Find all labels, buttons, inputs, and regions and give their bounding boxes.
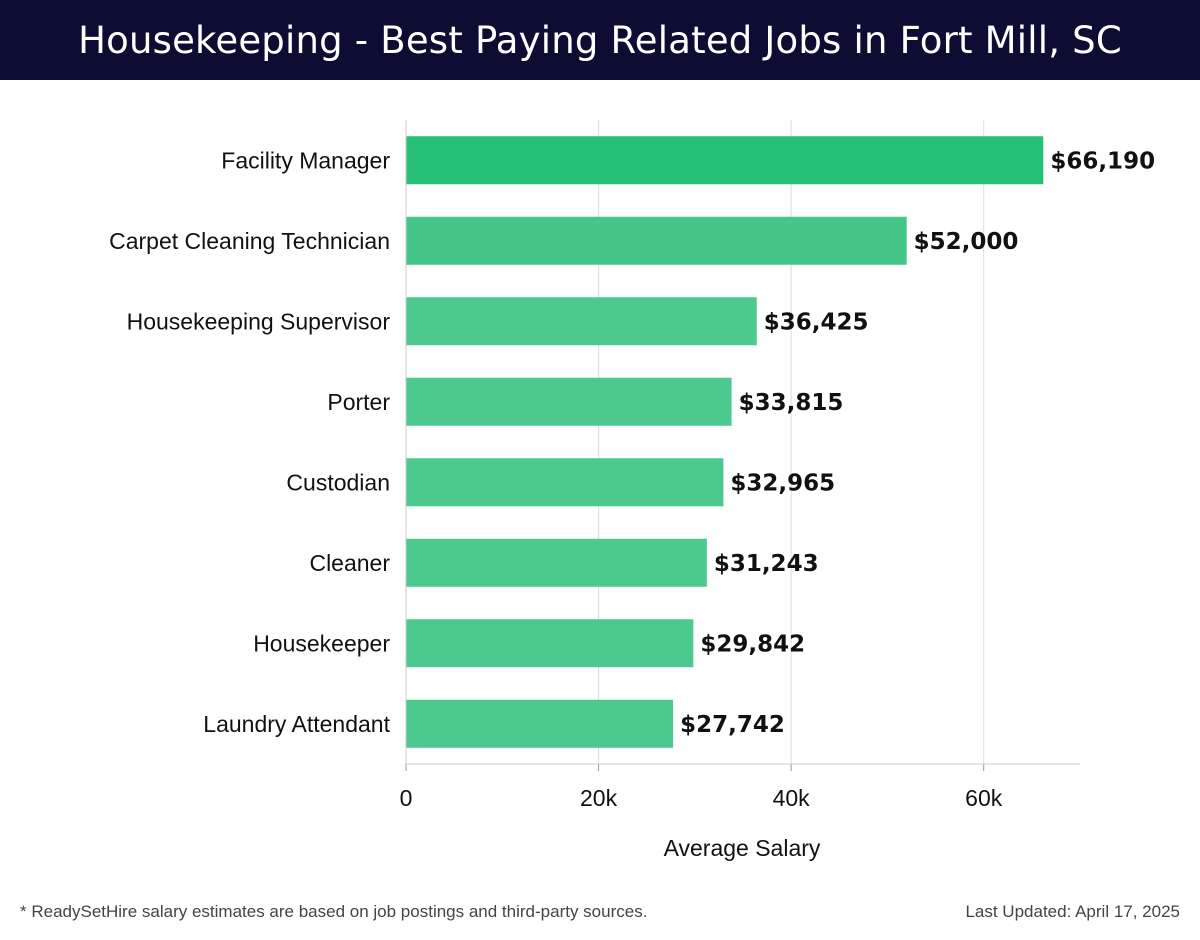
bar <box>406 136 1044 185</box>
x-axis-label: Average Salary <box>664 835 821 861</box>
bars <box>406 136 1044 748</box>
value-label: $27,742 <box>680 712 785 738</box>
x-tick-label: 40k <box>773 785 811 811</box>
page-title: Housekeeping - Best Paying Related Jobs … <box>78 18 1122 62</box>
value-label: $36,425 <box>764 309 869 335</box>
value-labels: $66,190 $52,000 $36,425 $33,815 $32,965 $31,2… <box>680 148 1155 738</box>
bar <box>406 619 694 668</box>
bar <box>406 377 732 426</box>
x-tick-label: 0 <box>400 785 413 811</box>
last-updated: Last Updated: April 17, 2025 <box>965 902 1180 921</box>
x-axis: 0 20k 40k 60k <box>400 120 1080 811</box>
value-label: $52,000 <box>914 229 1019 255</box>
bar-chart: Facility Manager Carpet Cleaning Technici… <box>109 120 1155 861</box>
category-label: Laundry Attendant <box>203 711 390 737</box>
category-label: Carpet Cleaning Technician <box>109 228 390 254</box>
category-label: Housekeeping Supervisor <box>127 308 391 334</box>
footnote: * ReadySetHire salary estimates are base… <box>20 902 648 921</box>
value-label: $32,965 <box>730 470 835 496</box>
bar <box>406 458 724 507</box>
gridlines <box>598 120 985 764</box>
title-bar: Housekeeping - Best Paying Related Jobs … <box>0 0 1200 80</box>
category-labels: Facility Manager Carpet Cleaning Technici… <box>109 147 390 737</box>
x-tick-label: 20k <box>580 785 618 811</box>
value-label: $29,842 <box>700 631 805 657</box>
value-label: $31,243 <box>714 551 819 577</box>
category-label: Facility Manager <box>221 147 390 173</box>
bar <box>406 538 707 587</box>
category-label: Housekeeper <box>253 630 390 656</box>
value-label: $66,190 <box>1050 148 1155 174</box>
category-label: Porter <box>327 389 390 415</box>
value-label: $33,815 <box>739 390 844 416</box>
bar <box>406 297 757 346</box>
bar <box>406 699 674 748</box>
category-label: Custodian <box>286 469 390 495</box>
bar <box>406 216 907 265</box>
x-tick-label: 60k <box>965 785 1003 811</box>
category-label: Cleaner <box>309 550 390 576</box>
